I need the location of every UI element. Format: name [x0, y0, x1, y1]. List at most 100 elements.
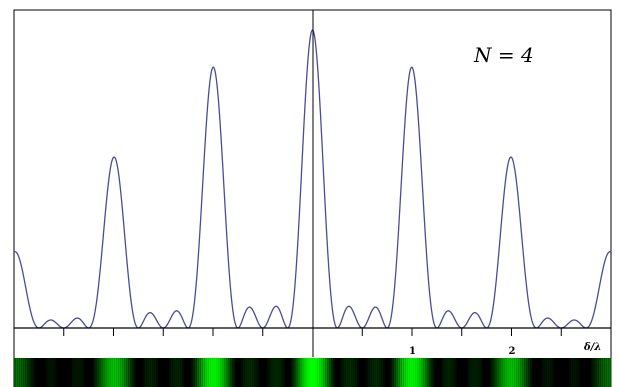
- fringe-band: [53, 358, 57, 387]
- fringe-band: [425, 358, 429, 387]
- fringe-band: [398, 358, 401, 387]
- fringe-band: [199, 358, 202, 387]
- fringe-band: [216, 358, 220, 387]
- fringe-band: [431, 358, 435, 387]
- fringe-band: [525, 358, 529, 387]
- fringe-band: [77, 358, 81, 387]
- fringe-band: [105, 358, 109, 387]
- fringe-band: [449, 358, 453, 387]
- fringe-band: [145, 358, 148, 387]
- fringe-band: [71, 358, 75, 387]
- fringe-band: [79, 358, 83, 387]
- fringe-band: [203, 358, 206, 387]
- fringe-band: [443, 358, 447, 387]
- fringe-band: [348, 358, 351, 387]
- x-tick-label: 1: [409, 346, 416, 357]
- fringe-band: [169, 358, 172, 387]
- fringe-band: [205, 358, 208, 387]
- fringe-band: [117, 358, 121, 387]
- fringe-band: [175, 358, 178, 387]
- fringe-band: [429, 358, 433, 387]
- fringe-band: [290, 358, 294, 387]
- fringe-band: [248, 358, 252, 387]
- fringe-band: [469, 358, 473, 387]
- fringe-band: [322, 358, 326, 387]
- fringe-band: [29, 358, 33, 387]
- fringe-band: [415, 358, 419, 387]
- fringe-band: [93, 358, 97, 387]
- n-annotation: N = 4: [473, 43, 534, 67]
- fringe-band: [394, 358, 397, 387]
- fringe-band: [246, 358, 250, 387]
- fringe-band: [340, 358, 343, 387]
- fringe-band: [372, 358, 375, 387]
- fringe-band: [473, 358, 477, 387]
- fringe-band: [49, 358, 53, 387]
- fringe-band: [569, 358, 572, 387]
- fringe-band: [519, 358, 523, 387]
- fringe-band: [499, 358, 503, 387]
- fringe-band: [153, 358, 156, 387]
- fringe-band: [479, 358, 483, 387]
- fringe-band: [298, 358, 302, 387]
- fringe-band: [380, 358, 383, 387]
- fringe-band: [330, 358, 333, 387]
- fringe-band: [23, 358, 27, 387]
- fringe-band: [378, 358, 381, 387]
- fringe-band: [173, 358, 176, 387]
- fringe-band: [505, 358, 509, 387]
- fringe-band: [593, 358, 596, 387]
- fringe-band: [252, 358, 256, 387]
- fringe-band: [318, 358, 322, 387]
- fringe-strip: [14, 358, 612, 387]
- fringe-band: [282, 358, 286, 387]
- fringe-band: [191, 358, 194, 387]
- fringe-band: [392, 358, 395, 387]
- fringe-band: [213, 358, 216, 387]
- fringe-band: [352, 358, 355, 387]
- fringe-band: [19, 358, 23, 387]
- fringe-band: [366, 358, 369, 387]
- fringe-band: [605, 358, 608, 387]
- x-axis-label: δ/λ: [583, 342, 601, 353]
- fringe-band: [521, 358, 525, 387]
- fringe-band: [177, 358, 180, 387]
- fringe-band: [312, 358, 316, 387]
- fringe-band: [276, 358, 280, 387]
- fringe-band: [332, 358, 335, 387]
- fringe-band: [147, 358, 150, 387]
- fringe-band: [151, 358, 154, 387]
- fringe-band: [419, 358, 423, 387]
- fringe-band: [545, 358, 548, 387]
- fringe-band: [477, 358, 481, 387]
- fringe-band: [493, 358, 497, 387]
- fringe-band: [256, 358, 260, 387]
- fringe-band: [197, 358, 200, 387]
- fringe-band: [595, 358, 598, 387]
- fringe-band: [302, 358, 306, 387]
- fringe-band: [497, 358, 501, 387]
- x-tick-label: 2: [509, 346, 516, 357]
- fringe-band: [491, 358, 495, 387]
- fringe-band: [250, 358, 254, 387]
- fringe-band: [95, 358, 99, 387]
- fringe-band: [201, 358, 204, 387]
- fringe-band: [143, 358, 146, 387]
- fringe-band: [314, 358, 318, 387]
- fringe-band: [306, 358, 310, 387]
- fringe-band: [179, 358, 182, 387]
- fringe-band: [278, 358, 282, 387]
- fringe-band: [254, 358, 258, 387]
- fringe-band: [244, 358, 248, 387]
- fringe-band: [272, 358, 276, 387]
- fringe-band: [113, 358, 117, 387]
- fringe-band: [328, 358, 332, 387]
- fringe-band: [129, 358, 133, 387]
- fringe-band: [111, 358, 115, 387]
- fringe-band: [467, 358, 471, 387]
- fringe-band: [300, 358, 304, 387]
- fringe-band: [396, 358, 399, 387]
- fringe-band: [181, 358, 184, 387]
- fringe-band: [517, 358, 521, 387]
